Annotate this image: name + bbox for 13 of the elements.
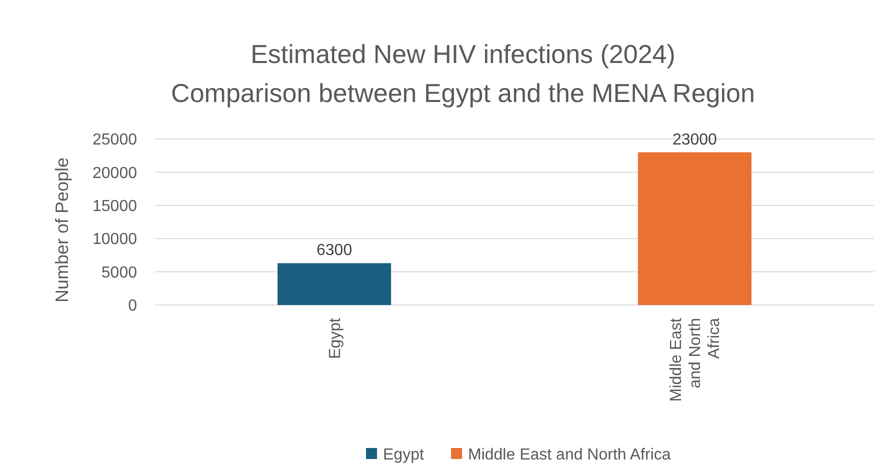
legend-label: Middle East and North Africa bbox=[468, 446, 671, 464]
y-tick-label: 0 bbox=[128, 298, 138, 315]
y-axis-title: Number of People bbox=[52, 157, 72, 303]
data-label: 23000 bbox=[672, 131, 718, 148]
y-tick-label: 20000 bbox=[92, 164, 138, 182]
legend-label: Egypt bbox=[383, 446, 424, 464]
y-tick-label: 25000 bbox=[92, 132, 138, 149]
chart-subtitle: Comparison between Egypt and the MENA Region bbox=[171, 78, 755, 108]
y-tick-label: 5000 bbox=[101, 264, 138, 282]
y-tick-label: 10000 bbox=[92, 231, 138, 248]
chart-title: Estimated New HIV infections (2024) bbox=[250, 39, 676, 69]
y-tick-label: 15000 bbox=[92, 198, 138, 215]
data-label: 6300 bbox=[316, 242, 352, 260]
